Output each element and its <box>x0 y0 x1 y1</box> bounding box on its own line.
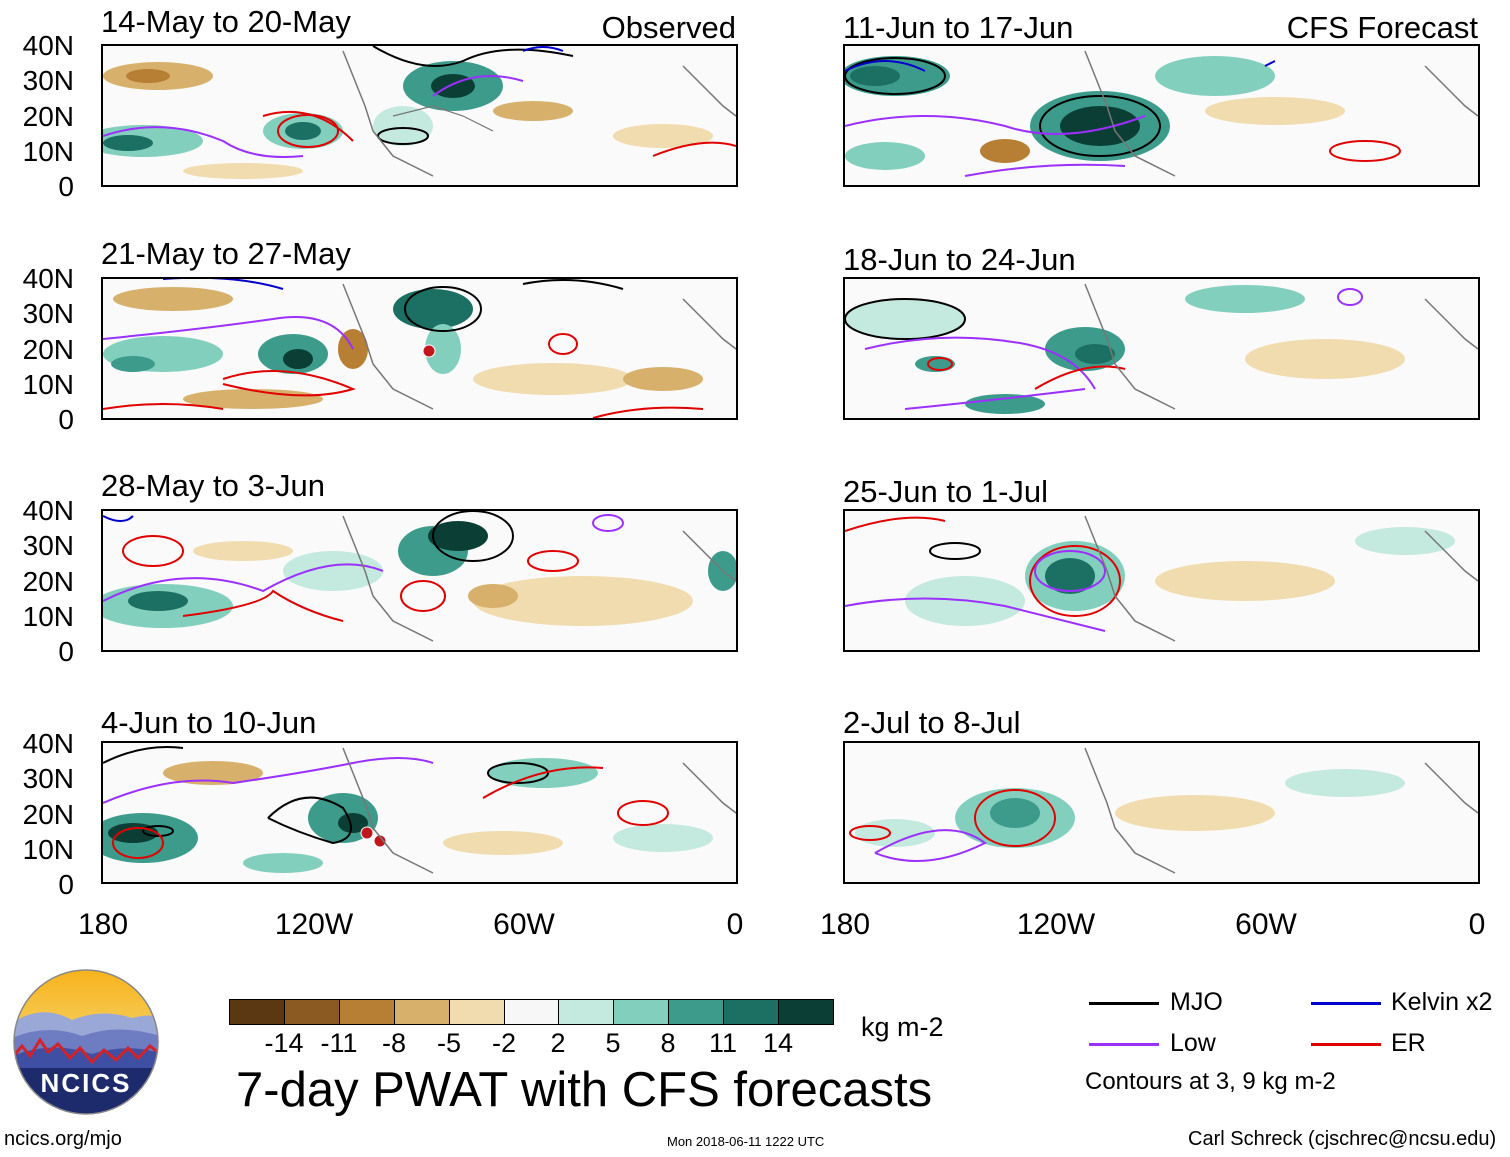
panel-title-obs1: 14-May to 20-May <box>101 4 351 39</box>
legend-line-low <box>1089 1043 1159 1046</box>
pwat-map-fc3 <box>845 515 1478 642</box>
colorbar-swatch <box>448 999 505 1025</box>
panel-title-obs4: 4-Jun to 10-Jun <box>101 705 317 740</box>
map-panel-fc2 <box>843 277 1480 420</box>
lat-label: 20N <box>22 799 74 830</box>
lat-label: 0 <box>58 636 74 667</box>
colorbar-tick: 5 <box>605 1028 621 1058</box>
main-title: 7-day PWAT with CFS forecasts <box>236 1063 933 1117</box>
pwat-map-fc2 <box>845 283 1478 414</box>
colorbar-swatch <box>503 999 560 1025</box>
panel-title-obs3: 28-May to 3-Jun <box>101 468 325 503</box>
map-panel-obs1 <box>101 44 738 187</box>
ncics-logo-icon <box>13 969 159 1115</box>
lat-label: 40N <box>22 30 74 61</box>
colorbar-swatch <box>558 999 615 1025</box>
lat-label: 10N <box>22 834 74 865</box>
colorbar-unit: kg m-2 <box>861 1012 944 1042</box>
colorbar-swatch <box>338 999 395 1025</box>
colorbar-tick: -2 <box>491 1028 517 1058</box>
lat-label: 20N <box>22 101 74 132</box>
contour-legend: MJO Kelvin x2 Low ER Contours at 3, 9 kg… <box>1085 985 1505 1095</box>
colorbar-tick: 14 <box>762 1028 794 1058</box>
map-panel-fc3 <box>843 509 1480 652</box>
map-panel-obs2 <box>101 277 738 420</box>
panel-title-fc2: 18-Jun to 24-Jun <box>843 242 1076 277</box>
panel-title-obs2: 21-May to 27-May <box>101 236 351 271</box>
pwat-map-obs4 <box>103 746 736 874</box>
lon-label-fc: 0 <box>1468 908 1486 941</box>
lon-label-fc: 180 <box>819 908 871 941</box>
lat-label: 10N <box>22 136 74 167</box>
colorbar <box>229 999 834 1025</box>
pwat-map-fc1 <box>845 50 1478 177</box>
footer-url[interactable]: ncics.org/mjo <box>4 1128 122 1150</box>
colorbar-tick: 2 <box>550 1028 566 1058</box>
lon-label-obs: 0 <box>726 908 744 941</box>
lat-label: 40N <box>22 495 74 526</box>
map-panel-fc4 <box>843 741 1480 884</box>
lon-label-fc: 120W <box>1016 908 1096 941</box>
colorbar-swatch <box>778 999 834 1025</box>
legend-note: Contours at 3, 9 kg m-2 <box>1085 1068 1336 1095</box>
colorbar-swatch <box>723 999 780 1025</box>
lon-label-obs: 120W <box>274 908 354 941</box>
colorbar-tick: -11 <box>320 1028 358 1058</box>
legend-line-kelvin <box>1311 1002 1381 1005</box>
map-panel-obs4 <box>101 741 738 884</box>
lat-label: 40N <box>22 728 74 759</box>
lat-label: 30N <box>22 298 74 329</box>
legend-label-er: ER <box>1391 1029 1426 1057</box>
lon-label-obs: 180 <box>77 908 129 941</box>
lat-label: 30N <box>22 530 74 561</box>
lat-label: 0 <box>58 404 74 435</box>
lat-label: 30N <box>22 65 74 96</box>
colorbar-ticks: -14 -11 -8 -5 -2 2 5 8 11 14 <box>229 1030 833 1060</box>
colorbar-tick: -5 <box>436 1028 462 1058</box>
colorbar-swatch <box>668 999 725 1025</box>
footer-credit: Carl Schreck (cjschrec@ncsu.edu) <box>1188 1128 1497 1150</box>
colorbar-swatch <box>229 999 285 1025</box>
pwat-map-obs1 <box>103 46 736 179</box>
lat-label: 10N <box>22 601 74 632</box>
panel-title-fc4: 2-Jul to 8-Jul <box>843 705 1021 740</box>
colorbar-swatch <box>283 999 340 1025</box>
lat-label: 0 <box>58 171 74 202</box>
lat-label: 20N <box>22 334 74 365</box>
legend-label-mjo: MJO <box>1170 988 1223 1016</box>
legend-label-low: Low <box>1170 1029 1216 1057</box>
pwat-map-obs2 <box>103 279 736 418</box>
ncics-logo[interactable]: NCICS <box>12 968 160 1116</box>
legend-line-er <box>1311 1043 1381 1046</box>
colorbar-tick: -8 <box>381 1028 407 1058</box>
observed-label: Observed <box>601 10 736 45</box>
pwat-map-obs3 <box>103 511 736 642</box>
forecast-label: CFS Forecast <box>1286 10 1478 45</box>
lat-label: 10N <box>22 369 74 400</box>
pwat-map-fc4 <box>849 747 1478 874</box>
lon-label-obs: 60W <box>493 908 555 941</box>
logo-text: NCICS <box>40 1068 132 1098</box>
lon-label-fc: 60W <box>1235 908 1297 941</box>
colorbar-swatch <box>613 999 670 1025</box>
lat-label: 20N <box>22 566 74 597</box>
colorbar-tick: 8 <box>660 1028 676 1058</box>
colorbar-tick: -14 <box>264 1028 304 1058</box>
lat-label: 0 <box>58 869 74 900</box>
colorbar-tick: 11 <box>708 1028 738 1058</box>
colorbar-swatch <box>393 999 450 1025</box>
legend-line-mjo <box>1089 1002 1159 1005</box>
footer-timestamp: Mon 2018-06-11 1222 UTC <box>667 1134 825 1149</box>
map-panel-obs3 <box>101 509 738 652</box>
panel-title-fc3: 25-Jun to 1-Jul <box>843 474 1049 509</box>
lat-label: 40N <box>22 263 74 294</box>
panel-title-fc1: 11-Jun to 17-Jun <box>843 10 1074 45</box>
map-panel-fc1 <box>843 44 1480 187</box>
lat-label: 30N <box>22 763 74 794</box>
legend-label-kelvin: Kelvin x2 <box>1391 988 1493 1016</box>
